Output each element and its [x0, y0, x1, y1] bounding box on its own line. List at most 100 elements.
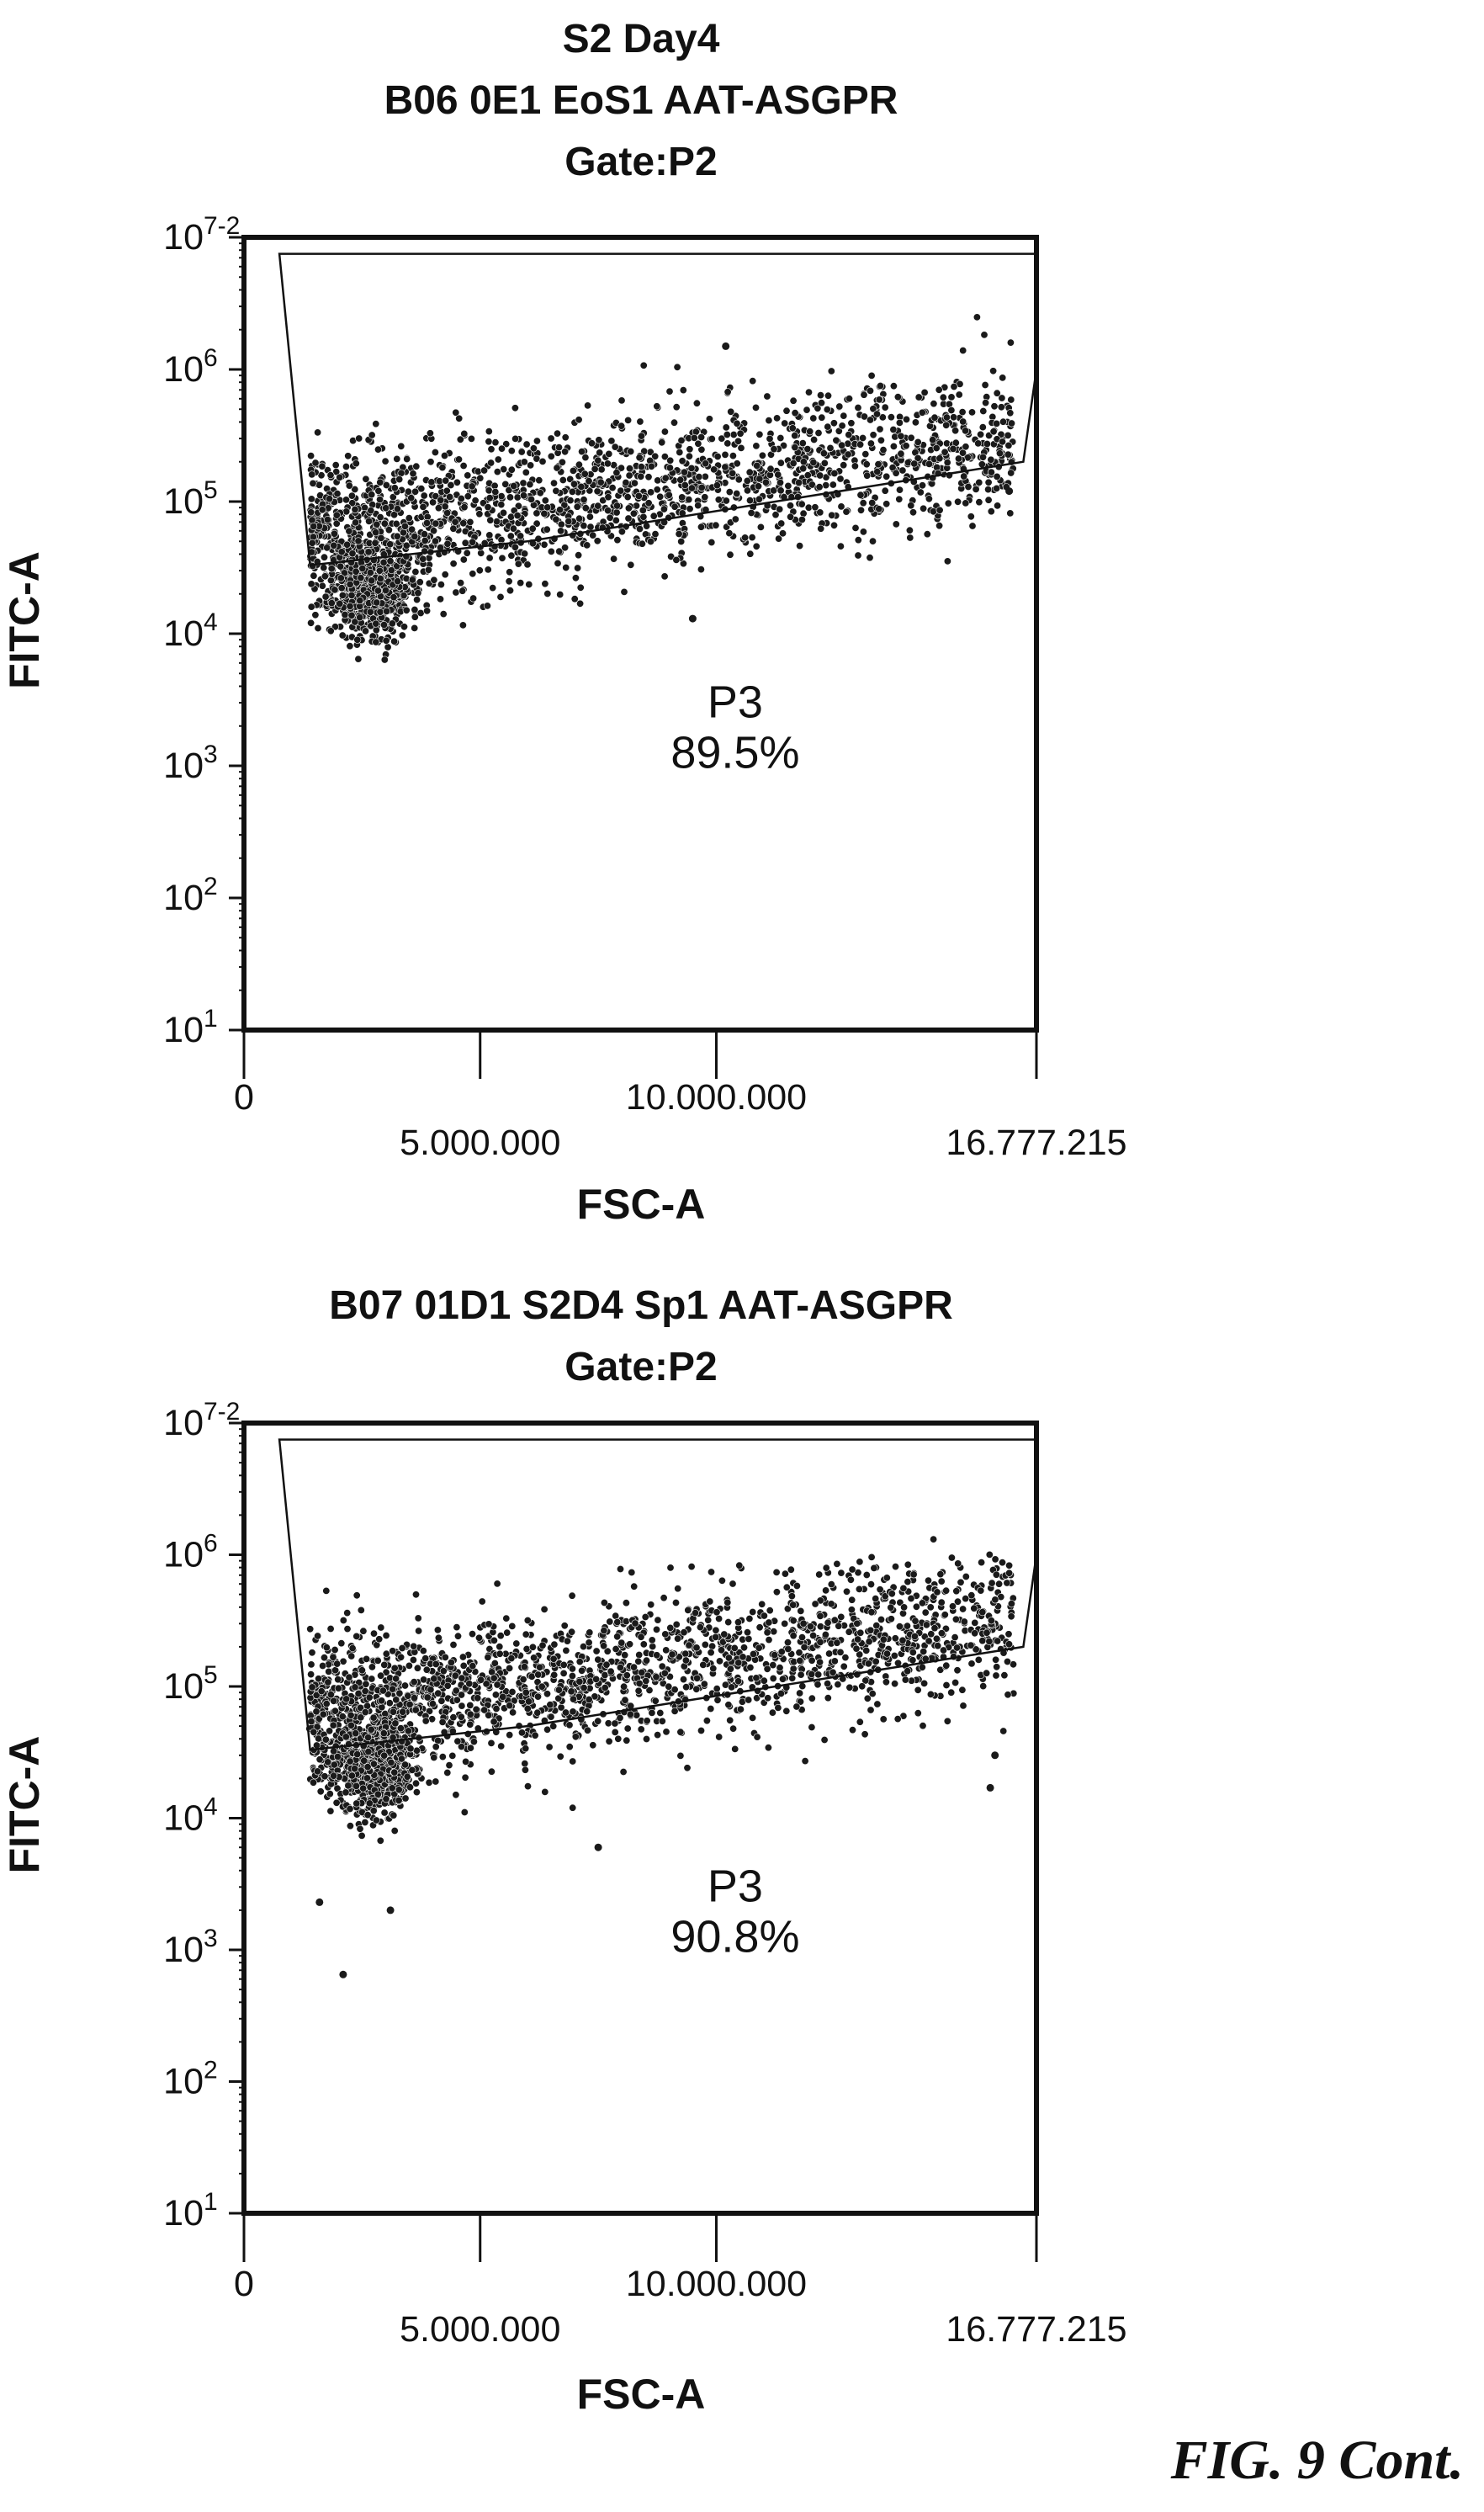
event-point: [733, 489, 741, 497]
event-point: [575, 416, 583, 424]
event-point: [573, 502, 581, 511]
event-point: [614, 1734, 623, 1743]
event-point: [534, 1670, 543, 1679]
event-point: [401, 1761, 410, 1769]
event-point: [458, 587, 467, 595]
event-point: [596, 478, 605, 486]
event-point: [758, 451, 766, 459]
event-point: [620, 1682, 628, 1691]
event-point: [980, 331, 988, 339]
event-point: [414, 1614, 422, 1622]
event-point: [791, 409, 799, 417]
event-point: [984, 486, 993, 494]
event-point: [809, 458, 818, 466]
event-point: [914, 454, 922, 462]
event-point: [910, 1633, 919, 1641]
event-point: [680, 1628, 688, 1637]
event-point: [678, 493, 686, 502]
event-point: [830, 469, 839, 477]
event-point: [432, 1743, 440, 1751]
event-point: [942, 1586, 951, 1595]
event-point: [497, 444, 506, 453]
event-point: [612, 469, 621, 477]
event-point: [568, 1672, 576, 1681]
event-point: [362, 1680, 370, 1688]
event-point: [907, 433, 915, 442]
event-point: [745, 1615, 754, 1623]
event-point: [679, 1676, 687, 1684]
event-point: [517, 448, 526, 456]
event-point: [697, 483, 706, 491]
event-point: [441, 571, 449, 579]
event-point: [330, 1697, 338, 1705]
event-point: [541, 497, 549, 505]
event-point: [1004, 450, 1012, 459]
event-point: [635, 524, 644, 533]
event-point: [493, 468, 501, 476]
event-point: [951, 1615, 960, 1623]
event-point: [307, 508, 315, 517]
event-point: [653, 402, 661, 411]
event-point: [819, 449, 828, 458]
event-point: [318, 462, 326, 470]
event-point: [447, 481, 455, 489]
event-point: [777, 519, 786, 528]
event-point: [556, 590, 564, 598]
event-point: [489, 584, 497, 592]
event-point: [1005, 1569, 1014, 1577]
event-point: [670, 502, 679, 511]
event-point: [307, 619, 315, 627]
event-point: [964, 482, 973, 491]
event-point: [876, 1585, 884, 1594]
event-point: [904, 1578, 912, 1586]
event-point: [372, 638, 380, 646]
event-point: [791, 443, 799, 452]
event-point: [832, 436, 840, 444]
event-point: [570, 480, 578, 488]
event-point: [457, 1743, 465, 1751]
event-point: [715, 1615, 723, 1623]
event-point: [352, 1782, 360, 1790]
event-point: [356, 597, 364, 605]
event-point: [635, 454, 644, 462]
event-point: [393, 454, 401, 463]
event-point: [322, 1700, 331, 1708]
event-point: [796, 1689, 804, 1697]
event-point: [405, 1661, 413, 1670]
event-point: [899, 1609, 908, 1617]
event-point: [766, 434, 774, 443]
event-point: [792, 1702, 801, 1711]
event-point: [382, 481, 390, 489]
event-point: [555, 547, 564, 555]
event-point: [708, 1642, 717, 1650]
event-point: [454, 455, 463, 464]
event-point: [379, 620, 388, 629]
event-point: [845, 1683, 854, 1691]
event-point: [649, 1643, 657, 1651]
event-point: [789, 1601, 798, 1609]
chart-title-line: B07 01D1 S2D4 Sp1 AAT-ASGPR: [329, 1283, 953, 1328]
event-point: [390, 593, 398, 602]
event-point: [701, 493, 709, 502]
event-point: [856, 1650, 864, 1659]
event-point: [400, 623, 408, 631]
event-point: [729, 469, 737, 477]
event-point: [676, 1751, 685, 1760]
event-point: [760, 1612, 768, 1620]
event-point: [522, 468, 530, 476]
event-point: [616, 1713, 624, 1722]
event-point: [844, 450, 852, 459]
event-point: [828, 511, 836, 519]
event-point: [616, 1565, 624, 1574]
event-point: [904, 1622, 912, 1630]
event-point: [687, 464, 696, 472]
event-point: [613, 1633, 622, 1641]
event-point: [322, 1644, 331, 1652]
event-point: [972, 485, 980, 493]
event-point: [743, 486, 751, 495]
event-point: [766, 1607, 774, 1615]
event-point: [417, 485, 426, 493]
event-point: [920, 1679, 929, 1687]
event-point: [389, 493, 397, 502]
event-point: [547, 434, 555, 443]
